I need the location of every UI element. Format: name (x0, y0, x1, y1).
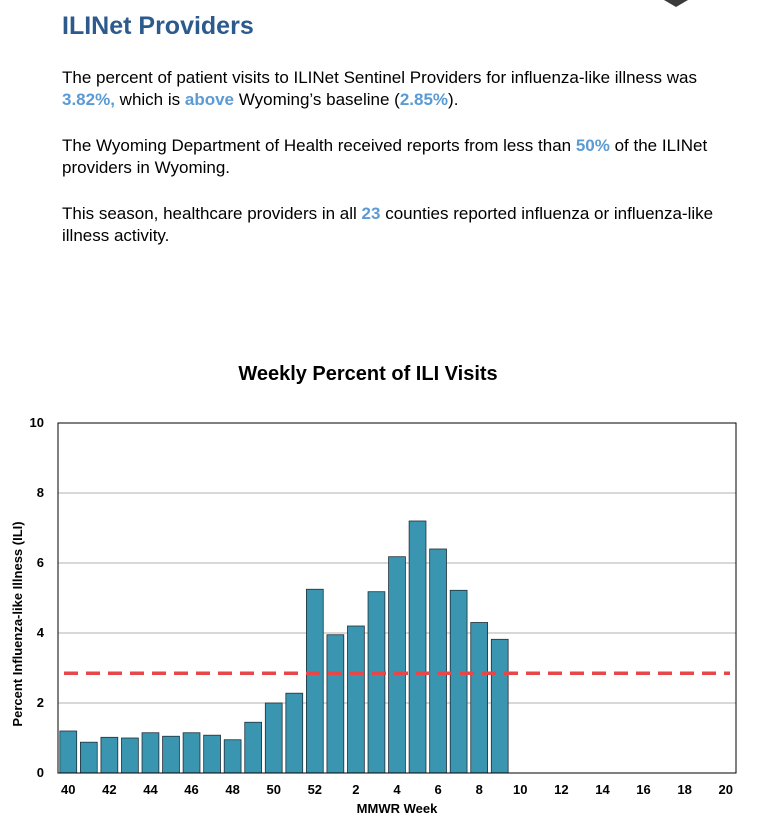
x-tick-label: 14 (595, 782, 610, 797)
bars (59, 520, 509, 774)
bar-week-6 (429, 548, 447, 774)
bar-week-4 (388, 556, 406, 774)
y-tick-label: 0 (37, 765, 44, 780)
y-tick-label: 4 (37, 625, 45, 640)
reporting-percent-value: 50% (575, 136, 610, 155)
bar-week-50 (264, 702, 283, 774)
y-tick-label: 8 (37, 485, 44, 500)
bar-week-2 (347, 625, 365, 774)
counties-paragraph: This season, healthcare providers in all… (62, 204, 714, 245)
x-tick-label: 2 (352, 782, 359, 797)
x-tick-label: 46 (184, 782, 198, 797)
page-title: ILINet Providers (62, 12, 254, 40)
baseline-value: 2.85% (399, 90, 449, 109)
y-tick-label: 6 (37, 555, 44, 570)
reporting-providers-paragraph: The Wyoming Department of Health receive… (62, 136, 708, 177)
x-axis-label: MMWR Week (357, 801, 438, 816)
x-tick-label: 20 (718, 782, 732, 797)
bar-week-42 (100, 736, 119, 774)
bar-week-45 (162, 735, 180, 774)
x-tick-label: 52 (308, 782, 322, 797)
y-tick-labels: 0 2 4 6 8 10 (30, 415, 45, 780)
plot-frame (57, 422, 737, 774)
x-tick-label: 10 (513, 782, 527, 797)
bar-week-46 (182, 732, 201, 774)
bar-week-3 (367, 591, 386, 774)
counties-count-value: 23 (361, 204, 381, 223)
x-tick-label: 18 (677, 782, 691, 797)
ili-percent-value: 3.82%, (62, 90, 115, 109)
bar-week-5 (408, 520, 427, 774)
bar-week-51 (285, 692, 304, 774)
x-tick-label: 48 (225, 782, 239, 797)
x-tick-label: 40 (61, 782, 75, 797)
x-tick-label: 16 (636, 782, 650, 797)
y-tick-label: 2 (37, 695, 44, 710)
bar-week-7 (449, 589, 468, 774)
bar-week-8 (470, 622, 489, 774)
bar-week-44 (141, 732, 160, 774)
corner-tab-icon (664, 0, 688, 7)
bar-week-41 (79, 741, 98, 774)
bar-week-40 (59, 730, 78, 774)
bar-week-9 (490, 638, 509, 774)
x-tick-label: 6 (434, 782, 441, 797)
y-axis-label: Percent Influenza-like Illness (ILI) (10, 521, 25, 726)
bar-week-52 (305, 588, 324, 774)
bar-week-1 (326, 634, 345, 774)
x-tick-label: 12 (554, 782, 568, 797)
bar-week-43 (121, 737, 139, 774)
x-tick-label: 8 (476, 782, 483, 797)
x-tick-label: 50 (266, 782, 280, 797)
bar-week-48 (223, 739, 242, 774)
bar-week-49 (244, 721, 263, 774)
baseline-comparison: above (184, 90, 234, 109)
x-tick-label: 42 (102, 782, 116, 797)
x-tick-label: 4 (393, 782, 401, 797)
ili-percent-paragraph: The percent of patient visits to ILINet … (62, 68, 697, 109)
chart-title: Weekly Percent of ILI Visits (238, 363, 498, 385)
y-tick-label: 10 (30, 415, 44, 430)
bar-week-47 (203, 734, 221, 774)
x-tick-labels: 40 42 44 46 48 50 52 2 4 6 8 10 12 14 16 18 20 (61, 782, 733, 797)
x-tick-label: 44 (143, 782, 158, 797)
